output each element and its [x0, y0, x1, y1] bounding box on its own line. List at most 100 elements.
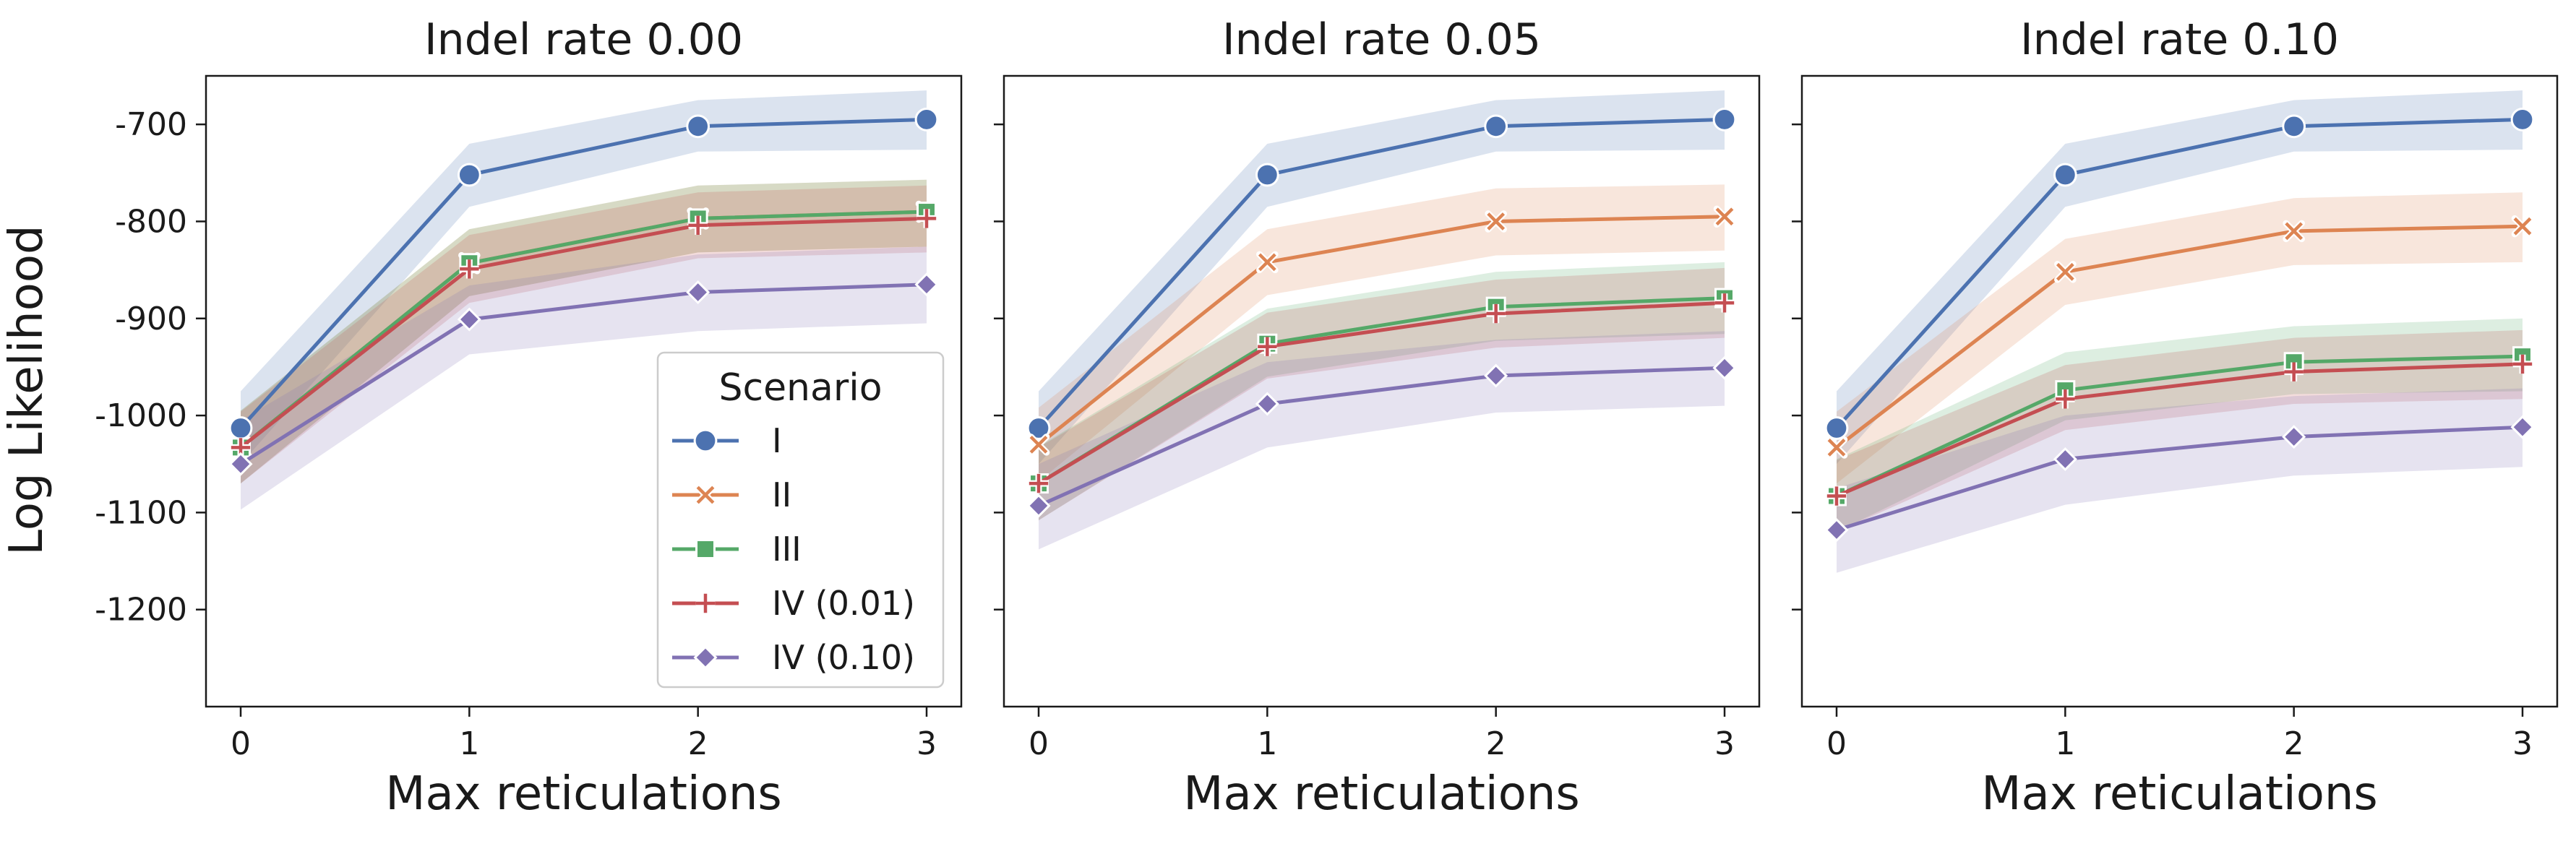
- data-point-i: [2053, 163, 2077, 187]
- x-tick-label: 3: [1714, 725, 1735, 762]
- x-axis-label: Max reticulations: [1183, 767, 1580, 821]
- data-point-iv-0-01: [2056, 389, 2075, 409]
- confidence-band-iv-0-01: [1039, 267, 1725, 521]
- data-point-iv-0-01: [1258, 337, 1277, 356]
- panel-title: Indel rate 0.10: [2020, 14, 2339, 65]
- panels: 0 1 2 3 -700 -800 -900 -1000 -1100 -1200 Indel rat…: [95, 14, 2559, 821]
- data-point-iv-0-10: [2510, 415, 2535, 439]
- x-tick-label: 0: [1826, 725, 1847, 762]
- data-point-i: [1484, 114, 1508, 139]
- data-point-i: [1026, 416, 1051, 440]
- y-axis-label: Log Likelihood: [0, 225, 53, 555]
- legend-marker-ii: [694, 483, 717, 506]
- y-tick-label: -900: [115, 301, 187, 337]
- data-point-ii: [2283, 220, 2305, 243]
- data-point-i: [228, 416, 253, 440]
- y-tick-label: -1200: [95, 592, 187, 629]
- data-point-iv-0-10: [2053, 447, 2077, 472]
- x-tick-label: 3: [916, 725, 937, 762]
- series-line-iv-0-10: [1037, 366, 1725, 508]
- data-point-iv-0-10: [228, 452, 253, 476]
- data-point-i: [457, 163, 481, 187]
- series-line-iii: [1835, 354, 2523, 498]
- series-line-iii: [239, 210, 927, 449]
- legend-label: I: [772, 421, 782, 460]
- plot-frame: [1003, 74, 1761, 708]
- legend-title: Scenario: [718, 366, 882, 410]
- legend-marker-iv-0-01: [695, 593, 716, 613]
- panel-title: Indel rate 0.00: [424, 14, 743, 65]
- legend-label: IV (0.10): [772, 638, 915, 677]
- data-point-iv-0-01: [1826, 486, 1847, 506]
- series-line-i: [239, 117, 927, 430]
- x-axis-label: Max reticulations: [385, 767, 782, 821]
- data-point-iv-0-10: [1026, 493, 1051, 518]
- legend-marker-iv-0-10: [693, 645, 718, 670]
- data-point-i: [2510, 108, 2535, 131]
- x-tick-label: 1: [1257, 725, 1277, 762]
- legend-label: IV (0.01): [772, 584, 915, 623]
- y-tick-label: -800: [115, 203, 187, 240]
- plot-frame: [1800, 74, 2559, 708]
- series-line-i: [1835, 117, 2523, 430]
- data-point-ii: [1256, 251, 1279, 274]
- series-line-iv-0-01: [1037, 301, 1725, 486]
- data-point-iv-0-01: [1029, 473, 1049, 493]
- data-point-ii: [1713, 205, 1736, 228]
- x-tick-label: 0: [231, 725, 251, 762]
- series-line-iv-0-10: [239, 283, 927, 466]
- legend-label: II: [772, 475, 791, 514]
- plot-area: [1802, 76, 2557, 707]
- data-point-i: [914, 108, 939, 131]
- y-tick-label: -1100: [95, 494, 187, 531]
- data-point-iv-0-10: [686, 280, 710, 305]
- data-point-iv-0-01: [2512, 354, 2533, 374]
- confidence-band-iv-0-10: [241, 246, 927, 510]
- data-point-i: [1824, 416, 1849, 440]
- series-line-iv-0-10: [1836, 425, 2523, 532]
- series-line-ii: [1037, 215, 1725, 447]
- data-point-iv-0-10: [1824, 518, 1849, 543]
- data-point-iv-0-01: [916, 209, 937, 228]
- data-point-iv-0-01: [1714, 293, 1735, 313]
- confidence-band-iv-0-10: [1039, 331, 1725, 550]
- data-point-ii: [2054, 261, 2077, 283]
- data-point-iv-0-10: [2282, 425, 2306, 449]
- legend-marker-iii: [695, 539, 716, 559]
- x-tick-label: 1: [2055, 725, 2075, 762]
- series-line-iv-0-01: [239, 216, 927, 449]
- data-point-iv-0-10: [1712, 355, 1737, 380]
- chart-panel-1: 0 1 2 3 -700 -800 -900 -1000 -1100 -1200 Indel rat…: [95, 14, 963, 821]
- data-point-iv-0-01: [460, 259, 479, 279]
- x-tick-label: 0: [1029, 725, 1049, 762]
- data-point-iv-0-10: [1255, 392, 1279, 416]
- plot-frame: [205, 74, 963, 708]
- y-tick-label: -700: [115, 106, 187, 143]
- legend-item-iv-0-01: IV (0.01): [672, 584, 915, 623]
- confidence-band-iii: [1837, 318, 2523, 532]
- data-point-iv-0-01: [2284, 362, 2304, 381]
- chart-panel-3: 0 1 2 3 Indel rate 0.10 Max reticulations: [1792, 14, 2559, 821]
- confidence-band-iv-0-01: [1837, 329, 2523, 532]
- data-point-ii: [1825, 436, 1848, 459]
- y-tick-label: -1000: [95, 397, 187, 434]
- x-tick-label: 3: [2512, 725, 2533, 762]
- legend-item-iv-0-10: IV (0.10): [672, 638, 915, 677]
- legend-marker-i: [693, 428, 718, 453]
- data-point-iv-0-10: [1484, 363, 1508, 388]
- data-point-iv-0-01: [1486, 303, 1506, 324]
- chart-panel-2: 0 1 2 3 Indel rate 0.05 Max reticulations: [994, 14, 1761, 821]
- x-tick-label: 2: [2284, 725, 2304, 762]
- x-tick-label: 2: [1486, 725, 1506, 762]
- data-point-i: [1712, 108, 1737, 131]
- x-axis-label: Max reticulations: [1981, 767, 2378, 821]
- series-line-iv-0-01: [1836, 362, 2523, 498]
- x-tick-label: 2: [688, 725, 708, 762]
- series-line-i: [1037, 117, 1725, 430]
- data-point-iv-0-10: [457, 307, 481, 332]
- x-tick-label: 1: [459, 725, 479, 762]
- legend-item-iii: III: [672, 530, 802, 569]
- data-point-ii: [1485, 210, 1507, 233]
